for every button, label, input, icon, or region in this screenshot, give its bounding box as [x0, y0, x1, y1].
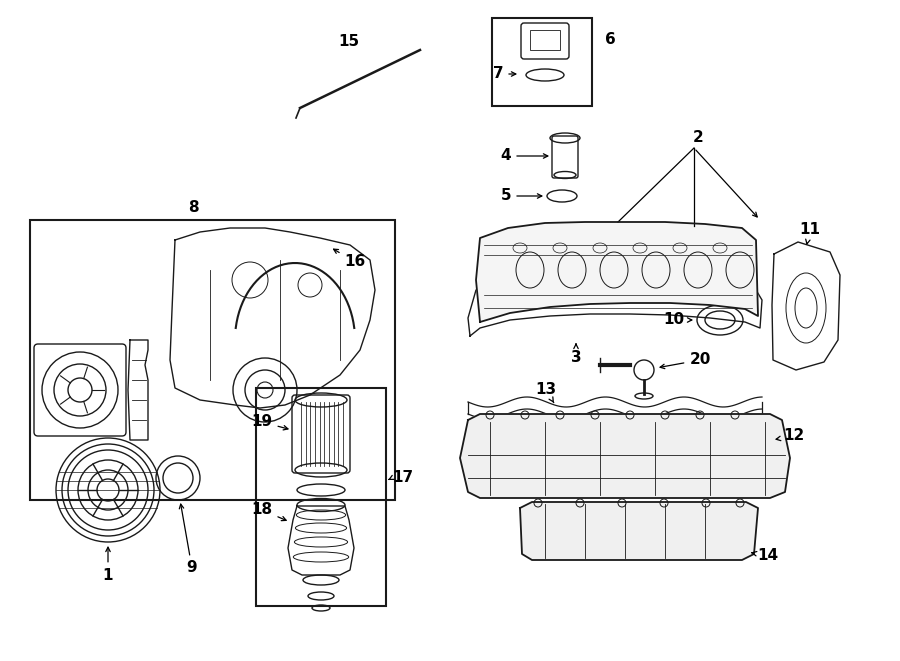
Text: 15: 15 [338, 34, 359, 50]
Polygon shape [460, 414, 790, 498]
Polygon shape [476, 222, 758, 322]
Text: 3: 3 [571, 344, 581, 366]
Bar [30, 220, 395, 500]
Text: 13: 13 [536, 383, 556, 403]
Text: 8: 8 [188, 200, 198, 215]
Bar [256, 388, 386, 606]
Text: 16: 16 [334, 249, 365, 270]
Text: 18: 18 [251, 502, 286, 521]
Polygon shape [520, 502, 758, 560]
Text: 5: 5 [500, 188, 542, 204]
Text: 9: 9 [179, 504, 197, 576]
Text: 7: 7 [492, 67, 516, 81]
Text: 12: 12 [776, 428, 805, 444]
Text: 1: 1 [103, 547, 113, 582]
Text: 11: 11 [799, 223, 821, 244]
Text: 20: 20 [660, 352, 711, 369]
Text: 2: 2 [693, 130, 704, 145]
Text: 14: 14 [752, 549, 778, 563]
Bar [492, 18, 592, 106]
Text: 6: 6 [605, 32, 616, 48]
Text: 10: 10 [663, 313, 692, 327]
Text: 4: 4 [500, 149, 548, 163]
Bar [530, 30, 560, 50]
Text: 19: 19 [251, 414, 288, 430]
Text: 17: 17 [392, 471, 413, 485]
